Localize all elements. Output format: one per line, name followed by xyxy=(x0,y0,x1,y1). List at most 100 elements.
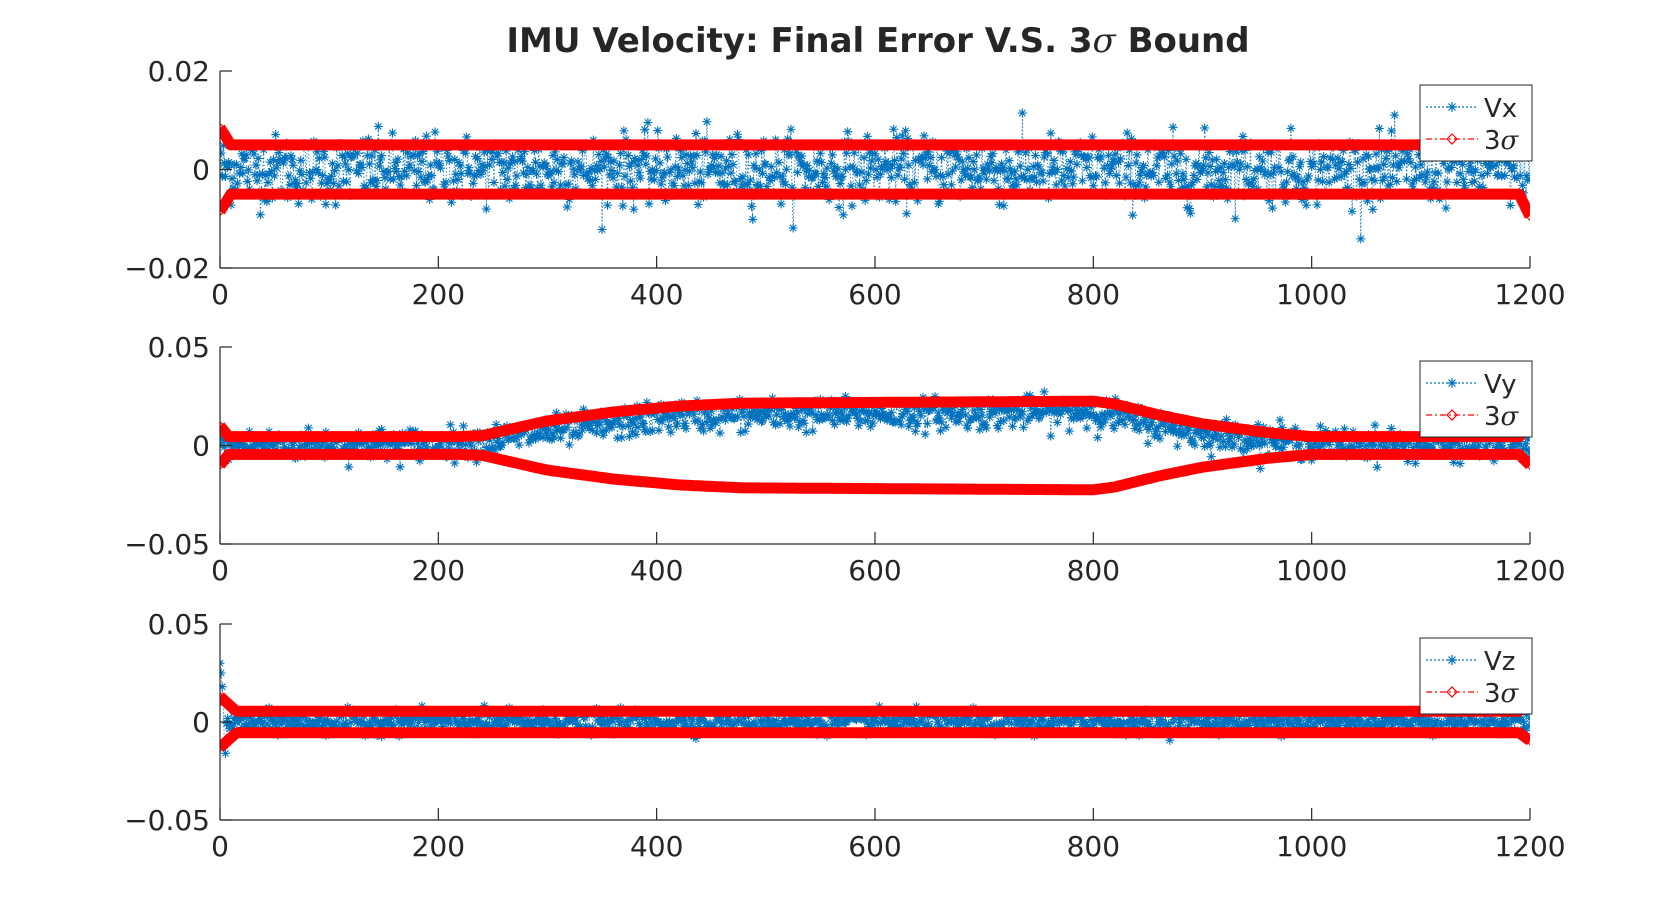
point-vy xyxy=(1497,440,1507,450)
point-vx xyxy=(576,162,586,172)
point-vz xyxy=(229,714,239,724)
point-vx xyxy=(951,162,961,172)
point-vz xyxy=(1062,713,1072,723)
point-vz xyxy=(600,719,610,729)
point-vy xyxy=(1381,437,1391,447)
point-vx xyxy=(994,200,1004,210)
point-vx xyxy=(963,164,973,174)
point-vx xyxy=(501,146,511,156)
point-vz xyxy=(468,719,478,729)
x-tick-label-vy: 1200 xyxy=(1494,554,1565,587)
point-vz xyxy=(851,715,861,725)
point-vx xyxy=(1417,170,1427,180)
point-vx xyxy=(1133,181,1143,191)
point-vx xyxy=(695,167,705,177)
point-vx xyxy=(1386,126,1396,136)
point-vz xyxy=(1432,716,1442,726)
point-vz xyxy=(537,722,547,732)
x-tick-label-vz: 600 xyxy=(848,830,901,863)
point-vz xyxy=(414,718,424,728)
point-vz xyxy=(1244,720,1254,730)
point-vx xyxy=(1344,159,1354,169)
point-vy xyxy=(681,424,691,434)
point-vy xyxy=(1086,402,1096,412)
point-vx xyxy=(898,148,908,158)
point-vz xyxy=(834,714,844,724)
point-vx xyxy=(857,167,867,177)
point-vy xyxy=(1175,427,1185,437)
point-vy xyxy=(1015,412,1025,422)
point-vx xyxy=(1132,150,1142,160)
point-vz xyxy=(220,748,230,758)
point-vy xyxy=(1236,444,1246,454)
point-vy xyxy=(1247,441,1257,451)
point-vx xyxy=(548,151,558,161)
lower-bound-line-vz xyxy=(220,727,1530,752)
bound-marker-vx xyxy=(226,140,236,150)
point-vx xyxy=(860,195,870,205)
point-vx xyxy=(1288,152,1298,162)
point-vz xyxy=(358,719,368,729)
point-vz xyxy=(431,719,441,729)
point-vx xyxy=(1016,172,1026,182)
point-vz xyxy=(404,715,414,725)
point-vx xyxy=(220,141,228,151)
point-vz xyxy=(375,717,385,727)
point-vx xyxy=(430,127,440,137)
point-vx xyxy=(243,165,253,175)
point-vz xyxy=(432,712,442,722)
point-vy xyxy=(654,425,664,435)
point-vz xyxy=(1490,716,1500,726)
point-vy xyxy=(998,404,1008,414)
point-vx xyxy=(805,165,814,175)
point-vx xyxy=(967,183,977,193)
point-vy xyxy=(613,413,623,423)
point-vz xyxy=(665,717,675,727)
point-vx xyxy=(616,148,626,158)
point-vy xyxy=(1315,421,1325,431)
point-vy xyxy=(568,431,578,441)
point-vy xyxy=(551,408,561,418)
point-vy xyxy=(920,429,930,439)
point-vx xyxy=(1006,168,1016,178)
point-vz xyxy=(646,717,656,727)
point-vz xyxy=(1467,713,1477,723)
point-vx xyxy=(766,162,776,172)
point-vx xyxy=(223,163,233,173)
point-vx xyxy=(582,168,592,178)
bound-marker-vy xyxy=(226,431,236,442)
point-vx xyxy=(636,155,646,165)
point-vx xyxy=(1100,178,1110,188)
point-vz xyxy=(964,719,974,729)
point-vz xyxy=(1175,721,1185,731)
bound-marker-vy xyxy=(220,457,228,468)
point-vy xyxy=(526,431,536,441)
point-vx xyxy=(403,148,413,158)
point-vy xyxy=(582,418,592,428)
point-vx xyxy=(958,164,968,174)
bound-marker-vz xyxy=(226,732,236,743)
point-vz xyxy=(908,714,918,724)
point-vz xyxy=(311,722,321,732)
legend-label-error-vy: Vy xyxy=(1484,370,1516,400)
point-vx xyxy=(449,176,459,186)
point-vx xyxy=(870,149,880,159)
point-vz xyxy=(559,722,569,732)
point-vx xyxy=(629,204,639,214)
point-vz xyxy=(1395,712,1405,722)
point-vx xyxy=(1258,156,1268,166)
point-vx xyxy=(607,165,617,175)
point-vy xyxy=(1379,442,1389,452)
point-vy xyxy=(838,415,848,425)
point-vy xyxy=(1045,405,1055,415)
point-vx xyxy=(882,165,892,175)
point-vz xyxy=(366,719,376,729)
point-vx xyxy=(1420,177,1430,187)
point-vz xyxy=(1334,721,1344,731)
point-vy xyxy=(1270,438,1280,448)
point-vy xyxy=(1397,437,1407,447)
point-vx xyxy=(1327,154,1337,164)
point-vz xyxy=(1345,721,1355,731)
point-vy xyxy=(1172,441,1182,451)
point-vx xyxy=(1261,167,1271,177)
